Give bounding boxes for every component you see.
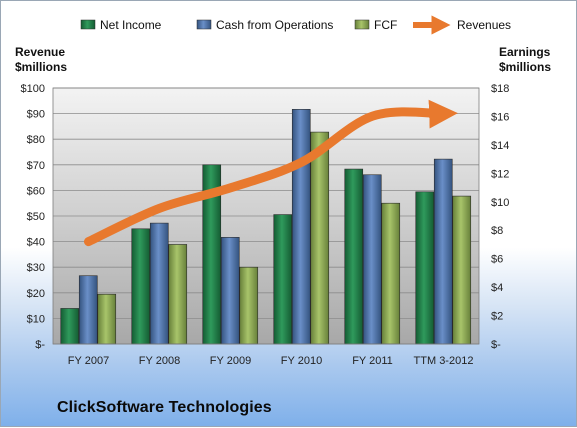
left-tick-label: $50 <box>27 211 45 223</box>
x-tick-label: FY 2010 <box>281 355 322 367</box>
revenues-line <box>84 99 458 247</box>
right-tick-label: $12 <box>491 168 509 180</box>
right-tick-label: $16 <box>491 111 509 123</box>
right-tick-label: $14 <box>491 140 509 152</box>
plot-border <box>52 87 480 345</box>
bar-cash-from-operations <box>220 237 240 345</box>
right-tick-label: $10 <box>491 197 509 209</box>
right-axis-title-line2: $millions <box>499 60 552 74</box>
left-tick-label: $70 <box>27 160 45 172</box>
left-axis-title-line2: $millions <box>15 60 68 74</box>
bar-net-income <box>415 191 435 345</box>
left-axis-title: Revenue $millions <box>15 45 67 75</box>
right-tick-label: $18 <box>491 83 509 95</box>
x-tick-label: FY 2011 <box>352 355 393 367</box>
legend-label: Net Income <box>100 18 162 32</box>
bar-cash-from-operations <box>291 109 311 345</box>
bar-fcf <box>381 202 401 345</box>
bar-cash-from-operations <box>362 174 382 345</box>
left-tick-label: $60 <box>27 185 45 197</box>
legend-label: Cash from Operations <box>216 18 333 32</box>
right-tick-label: $4 <box>491 282 503 294</box>
right-tick-label: $8 <box>491 225 503 237</box>
bar-cash-from-operations <box>78 275 98 345</box>
bar-net-income <box>273 214 293 345</box>
bar-cash-from-operations <box>433 158 453 345</box>
right-tick-label: $- <box>491 339 501 351</box>
x-tick-label: FY 2008 <box>139 355 180 367</box>
bar-fcf <box>97 293 117 345</box>
bar-cash-from-operations <box>149 222 169 345</box>
bar-fcf <box>310 131 330 345</box>
bar-fcf <box>239 266 259 345</box>
left-tick-label: $20 <box>27 288 45 300</box>
legend-swatch <box>354 19 370 30</box>
legend-swatch <box>196 19 212 30</box>
legend-label: Revenues <box>457 18 511 32</box>
bar-fcf <box>452 195 472 345</box>
right-axis-title-line1: Earnings <box>499 45 551 59</box>
bar-net-income <box>131 228 151 345</box>
right-axis-title: Earnings $millions <box>499 45 551 75</box>
x-tick-label: TTM 3-2012 <box>414 355 474 367</box>
left-tick-label: $100 <box>21 83 45 95</box>
bar-fcf <box>168 244 188 345</box>
left-tick-label: $90 <box>27 109 45 121</box>
left-tick-label: $- <box>35 339 45 351</box>
right-tick-label: $2 <box>491 311 503 323</box>
legend-swatch <box>80 19 96 30</box>
left-axis-title-line1: Revenue <box>15 45 66 59</box>
x-tick-label: FY 2007 <box>68 355 109 367</box>
left-tick-label: $30 <box>27 262 45 274</box>
bar-net-income <box>344 168 364 345</box>
legend-label: FCF <box>374 18 397 32</box>
company-name: ClickSoftware Technologies <box>57 399 272 416</box>
left-tick-label: $80 <box>27 134 45 146</box>
right-tick-label: $6 <box>491 254 503 266</box>
left-tick-label: $40 <box>27 237 45 249</box>
x-tick-label: FY 2009 <box>210 355 251 367</box>
bar-net-income <box>60 308 80 345</box>
left-tick-label: $10 <box>27 313 45 325</box>
